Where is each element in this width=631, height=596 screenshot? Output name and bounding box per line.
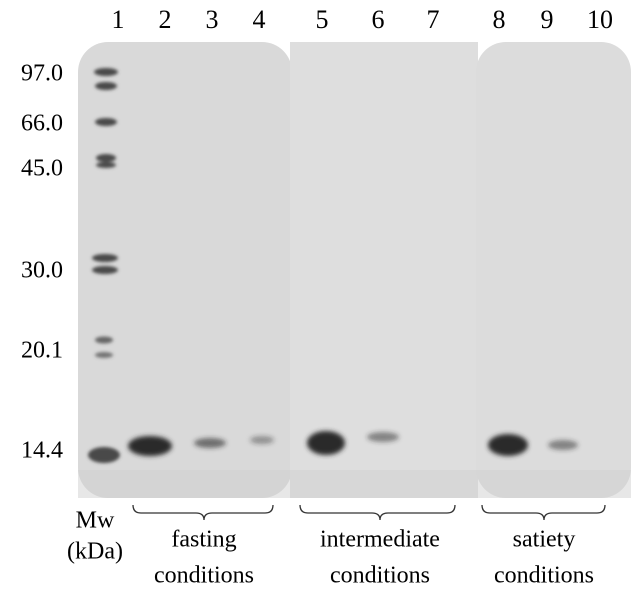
mw-label: 20.1: [21, 338, 63, 364]
lane-label: 9: [541, 5, 554, 34]
lane-label: 10: [587, 5, 613, 34]
mw-label: 66.0: [21, 111, 63, 137]
mw-label: 97.0: [21, 61, 63, 87]
axis-label: (kDa): [67, 539, 123, 565]
lane-label: 7: [427, 5, 440, 34]
group-label: conditions: [330, 563, 430, 589]
group-label: intermediate: [320, 527, 440, 553]
lane-label: 6: [372, 5, 385, 34]
lane-label: 3: [206, 5, 219, 34]
lane-label: 4: [253, 5, 266, 34]
group-label: fasting: [171, 527, 236, 553]
group-label: conditions: [494, 563, 594, 589]
axis-label: Mw: [76, 508, 115, 534]
lane-label: 8: [493, 5, 506, 34]
lane-label: 5: [316, 5, 329, 34]
mw-label: 45.0: [21, 156, 63, 182]
gel: [78, 42, 631, 498]
group-label: conditions: [154, 563, 254, 589]
mw-label: 14.4: [21, 438, 63, 464]
braces: [132, 504, 606, 521]
lane-label: 2: [159, 5, 172, 34]
lane-label: 1: [112, 5, 125, 34]
mw-label: 30.0: [21, 258, 63, 284]
group-label: satiety: [513, 527, 576, 553]
